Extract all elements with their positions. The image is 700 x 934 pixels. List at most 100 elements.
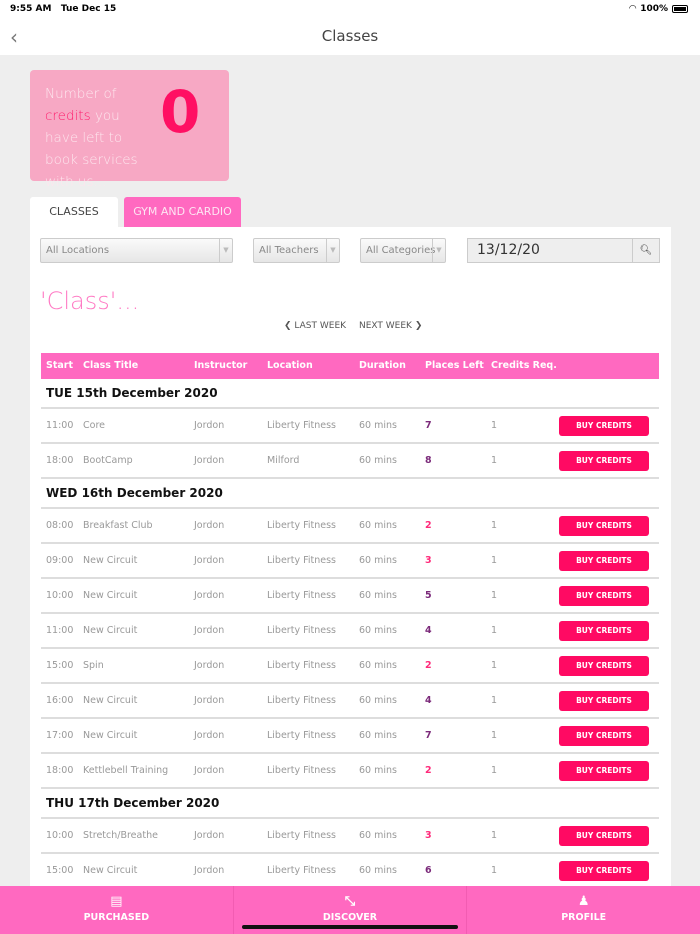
location-select[interactable]: All Locations ▼ [40,238,233,263]
class-title: Spin [83,660,104,671]
location: Liberty Fitness [267,830,336,841]
tab-gym-and-cardio[interactable]: GYM AND CARDIO [124,197,241,227]
buy-credits-button[interactable]: BUY CREDITS [559,861,649,881]
class-title: New Circuit [83,555,138,566]
instructor: Jordon [194,765,225,776]
duration: 60 mins [359,730,397,741]
wifi-icon: ◠ [629,4,637,14]
duration: 60 mins [359,555,397,566]
back-chevron-icon[interactable]: ‹ [10,25,18,49]
buy-credits-button[interactable]: BUY CREDITS [559,586,649,606]
credits-required: 1 [491,520,498,531]
start-time: 15:00 [46,865,74,876]
credits-required: 1 [491,730,498,741]
places-left: 2 [425,660,432,671]
table-row: 17:00 New Circuit Jordon Liberty Fitness 60 … [41,719,659,754]
start-time: 10:00 [46,830,74,841]
day-header: TUE 15th December 2020 [41,379,659,409]
battery-icon [672,5,688,13]
credits-required: 1 [491,830,498,841]
places-left: 3 [425,555,432,566]
location: Liberty Fitness [267,730,336,741]
places-left: 4 [425,625,432,636]
instructor: Jordon [194,695,225,706]
table-row: 15:00 Spin Jordon Liberty Fitness 60 mins 2 1 B… [41,649,659,684]
duration: 60 mins [359,455,397,466]
location: Liberty Fitness [267,865,336,876]
buy-credits-button[interactable]: BUY CREDITS [559,691,649,711]
class-title: New Circuit [83,625,138,636]
nav-bar: ‹ Classes [0,20,700,55]
expand-arrows-icon: ⤡ [344,894,356,909]
class-title: Stretch/Breathe [83,830,158,841]
teacher-select[interactable]: All Teachers ▼ [253,238,340,263]
bottom-tab-discover[interactable]: ⤡ DISCOVER [234,886,468,934]
tab-classes[interactable]: CLASSES [30,197,118,227]
credits-required: 1 [491,555,498,566]
section-title: 'Class'... [40,287,140,315]
day-header: WED 16th December 2020 [41,479,659,509]
category-select[interactable]: All Categories ▼ [360,238,446,263]
buy-credits-button[interactable]: BUY CREDITS [559,656,649,676]
buy-credits-button[interactable]: BUY CREDITS [559,621,649,641]
classes-panel: All Locations ▼ All Teachers ▼ All Categor… [30,227,671,927]
credits-required: 1 [491,590,498,601]
table-row: 10:00 New Circuit Jordon Liberty Fitness 60 … [41,579,659,614]
last-week-link[interactable]: ❮ LAST WEEK [284,321,347,331]
buy-credits-button[interactable]: BUY CREDITS [559,726,649,746]
class-title: Breakfast Club [83,520,153,531]
table-row: 08:00 Breakfast Club Jordon Liberty Fitness… [41,509,659,544]
start-time: 17:00 [46,730,74,741]
duration: 60 mins [359,865,397,876]
classes-table: Start Class Title Instructor Location Du… [41,353,659,889]
places-left: 2 [425,765,432,776]
credits-required: 1 [491,455,498,466]
buy-credits-button[interactable]: BUY CREDITS [559,451,649,471]
class-title: New Circuit [83,865,138,876]
instructor: Jordon [194,660,225,671]
dropdown-arrow-icon: ▼ [219,239,232,262]
table-row: 10:00 Stretch/Breathe Jordon Liberty Fitnes… [41,819,659,854]
location: Liberty Fitness [267,590,336,601]
location: Liberty Fitness [267,520,336,531]
class-title: BootCamp [83,455,133,466]
battery-percent: 100% [640,4,668,14]
buy-credits-button[interactable]: BUY CREDITS [559,761,649,781]
duration: 60 mins [359,660,397,671]
search-zoom-icon[interactable]: 🔍︎ [632,239,659,262]
instructor: Jordon [194,590,225,601]
credits-card: Number of credits you have left to book … [30,70,229,190]
next-week-link[interactable]: NEXT WEEK ❯ [359,321,423,331]
table-row: 16:00 New Circuit Jordon Liberty Fitness 60 … [41,684,659,719]
date-input[interactable]: 13/12/20 🔍︎ [467,238,660,263]
home-indicator [242,925,458,929]
instructor: Jordon [194,730,225,741]
location: Liberty Fitness [267,420,336,431]
credits-count: 0 [160,78,201,146]
location: Milford [267,455,300,466]
table-row: 11:00 Core Jordon Liberty Fitness 60 mins 7 1 B… [41,409,659,444]
table-row: 09:00 New Circuit Jordon Liberty Fitness 60 … [41,544,659,579]
start-time: 10:00 [46,590,74,601]
instructor: Jordon [194,520,225,531]
instructor: Jordon [194,455,225,466]
credits-required: 1 [491,695,498,706]
buy-credits-button[interactable]: BUY CREDITS [559,516,649,536]
location: Liberty Fitness [267,765,336,776]
page-header-title: Classes [321,27,379,45]
start-time: 15:00 [46,660,74,671]
buy-credits-button[interactable]: BUY CREDITS [559,416,649,436]
credits-required: 1 [491,625,498,636]
table-row: 15:00 New Circuit Jordon Liberty Fitness 60 … [41,854,659,889]
bottom-tab-profile[interactable]: ♟︎ PROFILE [467,886,700,934]
duration: 60 mins [359,625,397,636]
start-time: 09:00 [46,555,74,566]
start-time: 16:00 [46,695,74,706]
buy-credits-button[interactable]: BUY CREDITS [559,551,649,571]
instructor: Jordon [194,865,225,876]
buy-credits-button[interactable]: BUY CREDITS [559,826,649,846]
location: Liberty Fitness [267,660,336,671]
duration: 60 mins [359,830,397,841]
bottom-tab-purchased[interactable]: ▤ PURCHASED [0,886,234,934]
location: Liberty Fitness [267,695,336,706]
